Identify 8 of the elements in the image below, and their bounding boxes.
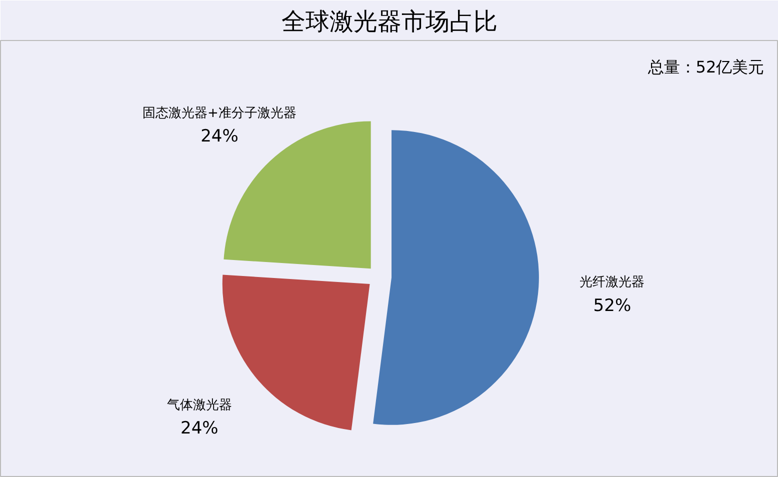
slice-label: 固态激光器+准分子激光器 [142, 106, 296, 121]
data-label: 24% [200, 126, 238, 147]
slice-label: 光纤激光器 [580, 275, 645, 290]
text: 总量：52亿美元 [646, 57, 764, 76]
chart-title: 全球激光器市场占比 [282, 8, 498, 36]
data-label: 52% [593, 296, 632, 316]
slice-label: 气体激光器 [166, 398, 232, 414]
data-label: 24% [180, 418, 218, 439]
